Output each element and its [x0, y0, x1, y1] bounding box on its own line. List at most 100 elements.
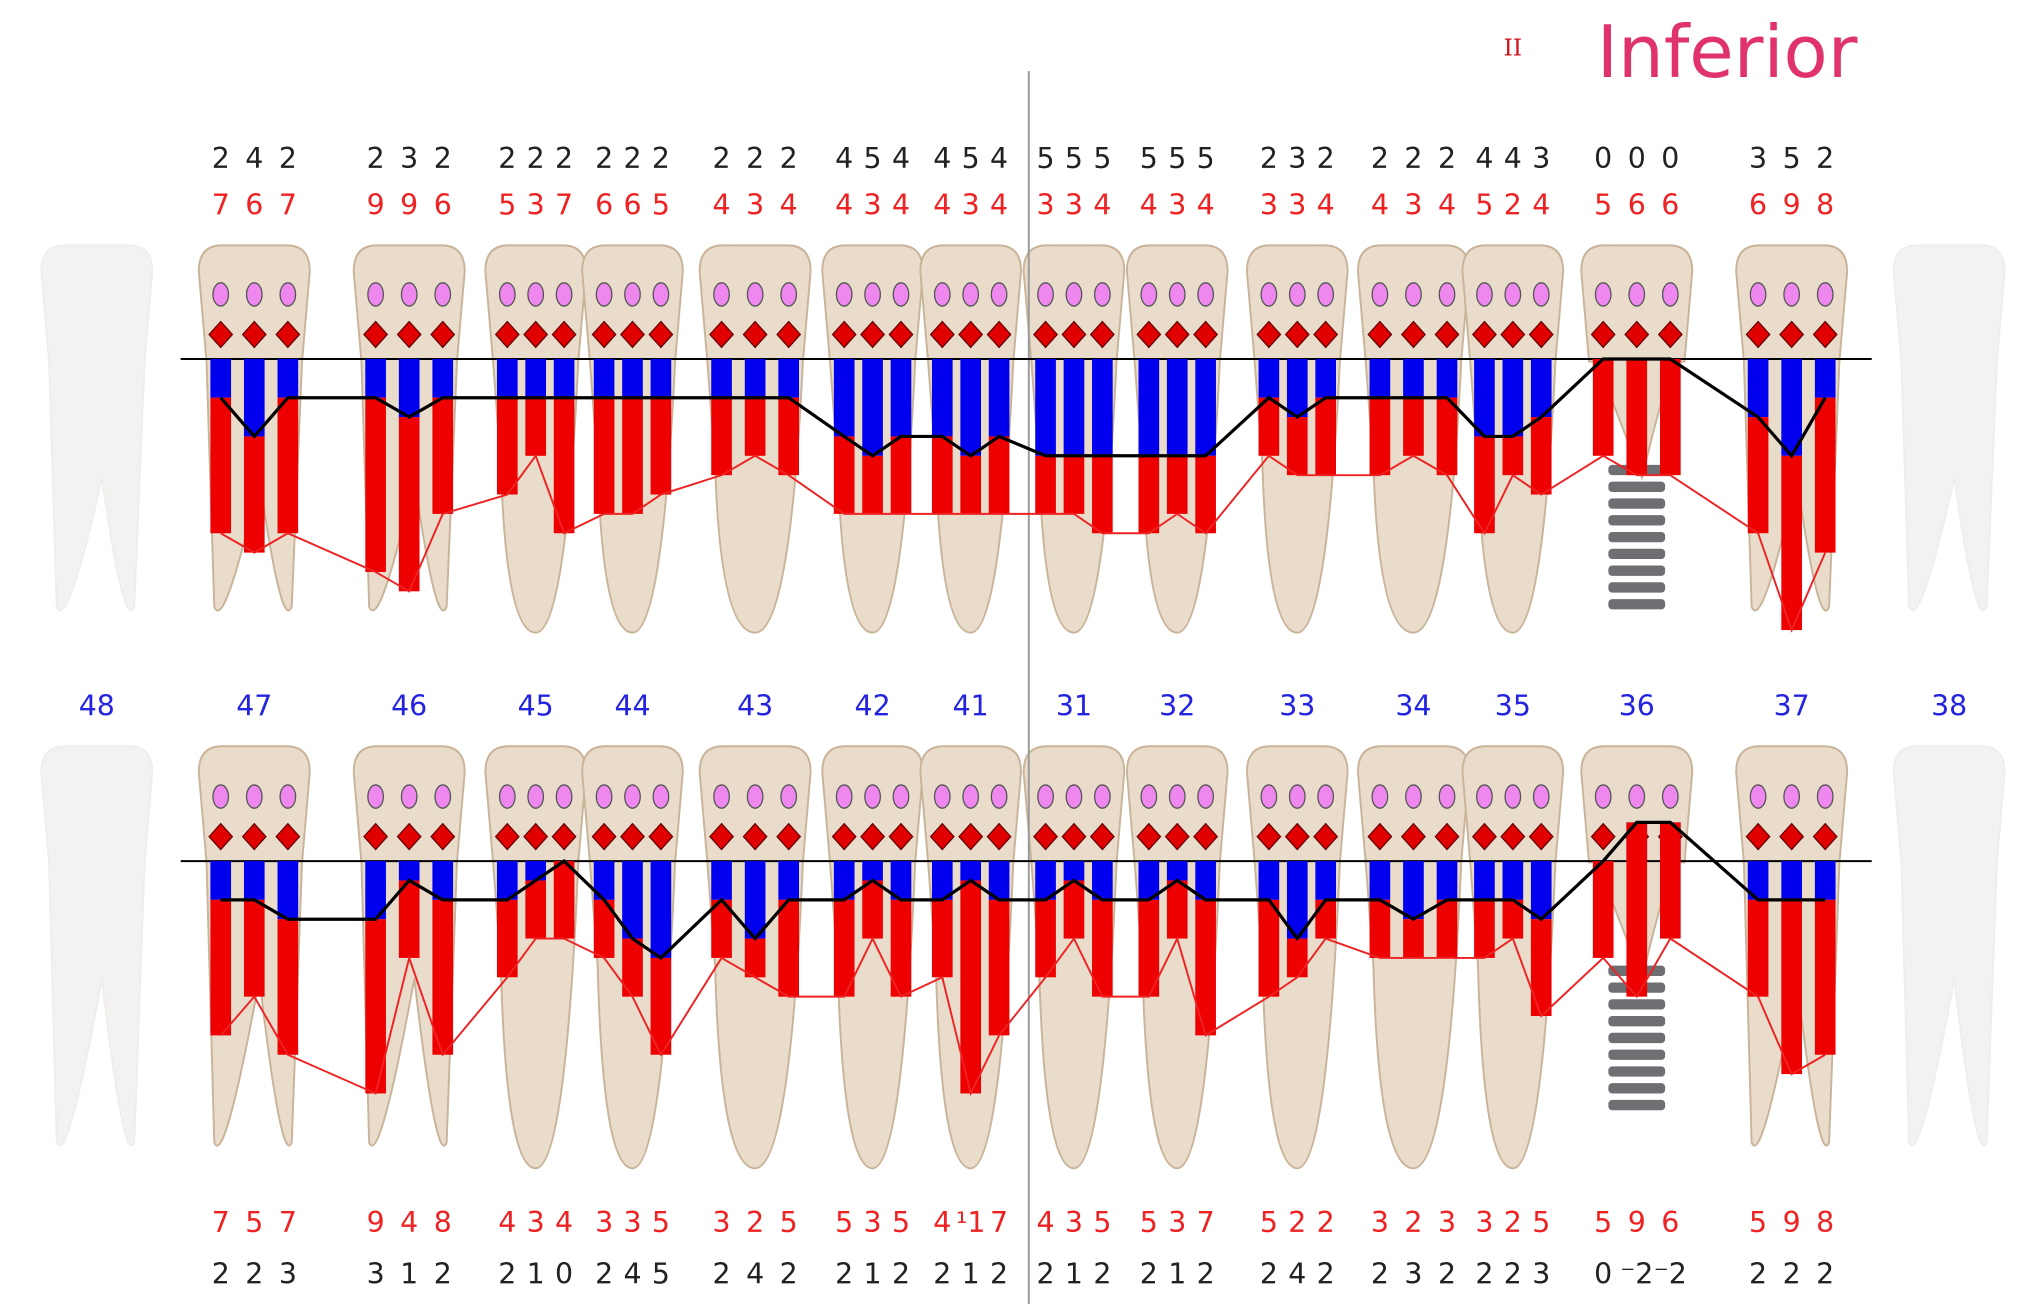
- probing-bar: [622, 861, 643, 939]
- attachment-level: 5: [892, 1206, 910, 1239]
- attachment-bar: [988, 436, 1010, 514]
- probing-depth: 4: [990, 142, 1008, 175]
- probing-depth: 2: [835, 1257, 853, 1290]
- probing-bar: [1747, 358, 1769, 418]
- site-marker: [1504, 282, 1522, 307]
- site-diamond: [986, 822, 1012, 851]
- attachment-level: 5: [1093, 1206, 1111, 1239]
- implant-thread: [1608, 515, 1666, 526]
- attachment-level: 7: [1197, 1206, 1215, 1239]
- attachment-bar: [622, 938, 643, 997]
- attachment-bar: [650, 397, 672, 495]
- attachment-level: 3: [713, 1206, 731, 1239]
- attachment-level: 4: [1438, 189, 1456, 222]
- site-diamond: [958, 320, 984, 349]
- site-marker: [1749, 282, 1767, 307]
- site-diamond: [1193, 320, 1219, 349]
- site-marker: [624, 282, 641, 307]
- attachment-level: 4: [1532, 189, 1550, 222]
- probing-bar: [1781, 861, 1802, 900]
- site-diamond: [1313, 320, 1339, 349]
- site-diamond: [648, 822, 674, 851]
- probing-bar: [1035, 358, 1056, 456]
- attachment-bar: [1530, 919, 1552, 1017]
- implant-thread: [1608, 548, 1666, 560]
- tooth: [1461, 745, 1565, 1170]
- site-diamond: [1812, 822, 1838, 851]
- tooth-number: 48: [79, 690, 115, 723]
- probing-depth: 2: [1260, 142, 1278, 175]
- probing-bar: [744, 861, 766, 939]
- attachment-bar: [553, 861, 575, 939]
- site-marker: [1065, 784, 1083, 809]
- attachment-bar: [1315, 899, 1336, 939]
- probing-depth: 5: [1065, 142, 1083, 175]
- site-diamond: [742, 822, 768, 851]
- probing-depth: 4: [1504, 142, 1522, 175]
- probing-depth: 1: [1168, 1257, 1186, 1290]
- attachment-level: 9: [1783, 189, 1801, 222]
- attachment-level: 4: [400, 1206, 418, 1239]
- attachment-bar: [1166, 455, 1188, 514]
- attachment-level: 3: [1288, 189, 1306, 222]
- site-diamond: [363, 320, 389, 349]
- site-diamond: [1590, 822, 1616, 851]
- site-marker: [1288, 282, 1306, 307]
- attachment-level: 3: [527, 189, 545, 222]
- probing-bar: [210, 358, 232, 398]
- site-marker: [1661, 784, 1679, 809]
- probing-depth: 2: [1438, 1257, 1456, 1290]
- site-marker: [367, 282, 385, 307]
- probing-bar: [711, 358, 732, 398]
- attachment-bar: [210, 397, 232, 534]
- probing-depth: 0: [1594, 1257, 1612, 1290]
- site-marker: [1816, 784, 1834, 809]
- site-diamond: [620, 320, 645, 349]
- attachment-level: 9: [400, 189, 418, 222]
- attachment-bar: [496, 899, 518, 978]
- probing-bar: [833, 861, 855, 900]
- site-diamond: [1089, 822, 1115, 851]
- attachment-level: 3: [864, 189, 882, 222]
- probing-bar: [210, 861, 232, 900]
- attachment-bar: [931, 436, 953, 514]
- site-diamond: [620, 822, 645, 851]
- site-marker: [746, 784, 764, 809]
- attachment-level: 7: [555, 189, 573, 222]
- probing-bar: [1474, 358, 1495, 437]
- site-marker: [1093, 282, 1111, 307]
- probing-depth: 3: [1532, 142, 1550, 175]
- attachment-bar: [1286, 417, 1308, 476]
- attachment-bar: [243, 899, 265, 997]
- attachment-level: 3: [864, 1206, 882, 1239]
- gingival-line: [219, 357, 1827, 459]
- attachment-bar: [496, 397, 518, 495]
- attachment-level: 4: [1140, 189, 1158, 222]
- probing-bar: [1286, 358, 1308, 418]
- probing-depth: 2: [892, 1257, 910, 1290]
- site-marker: [780, 784, 798, 809]
- site-marker: [400, 784, 418, 809]
- site-marker: [962, 282, 980, 307]
- probing-bar: [1436, 358, 1458, 398]
- attachment-bar: [553, 397, 575, 534]
- site-marker: [279, 784, 297, 809]
- attachment-bar: [1063, 455, 1085, 514]
- probing-bar: [1369, 861, 1391, 900]
- attachment-level: 4: [1317, 189, 1335, 222]
- site-diamond: [1434, 822, 1460, 851]
- site-diamond: [1624, 320, 1650, 349]
- site-diamond: [709, 822, 735, 851]
- probing-bar: [650, 358, 672, 398]
- attachment-level: 2: [1317, 1206, 1335, 1239]
- probing-depth: 2: [1404, 142, 1422, 175]
- attachment-bar: [398, 417, 420, 592]
- site-diamond: [241, 320, 267, 349]
- attachment-level: 6: [1749, 189, 1767, 222]
- probing-bar: [744, 358, 766, 398]
- site-marker: [962, 784, 980, 809]
- probing-depth: 2: [434, 1257, 452, 1290]
- probing-bar: [1814, 358, 1836, 398]
- site-marker: [892, 282, 910, 307]
